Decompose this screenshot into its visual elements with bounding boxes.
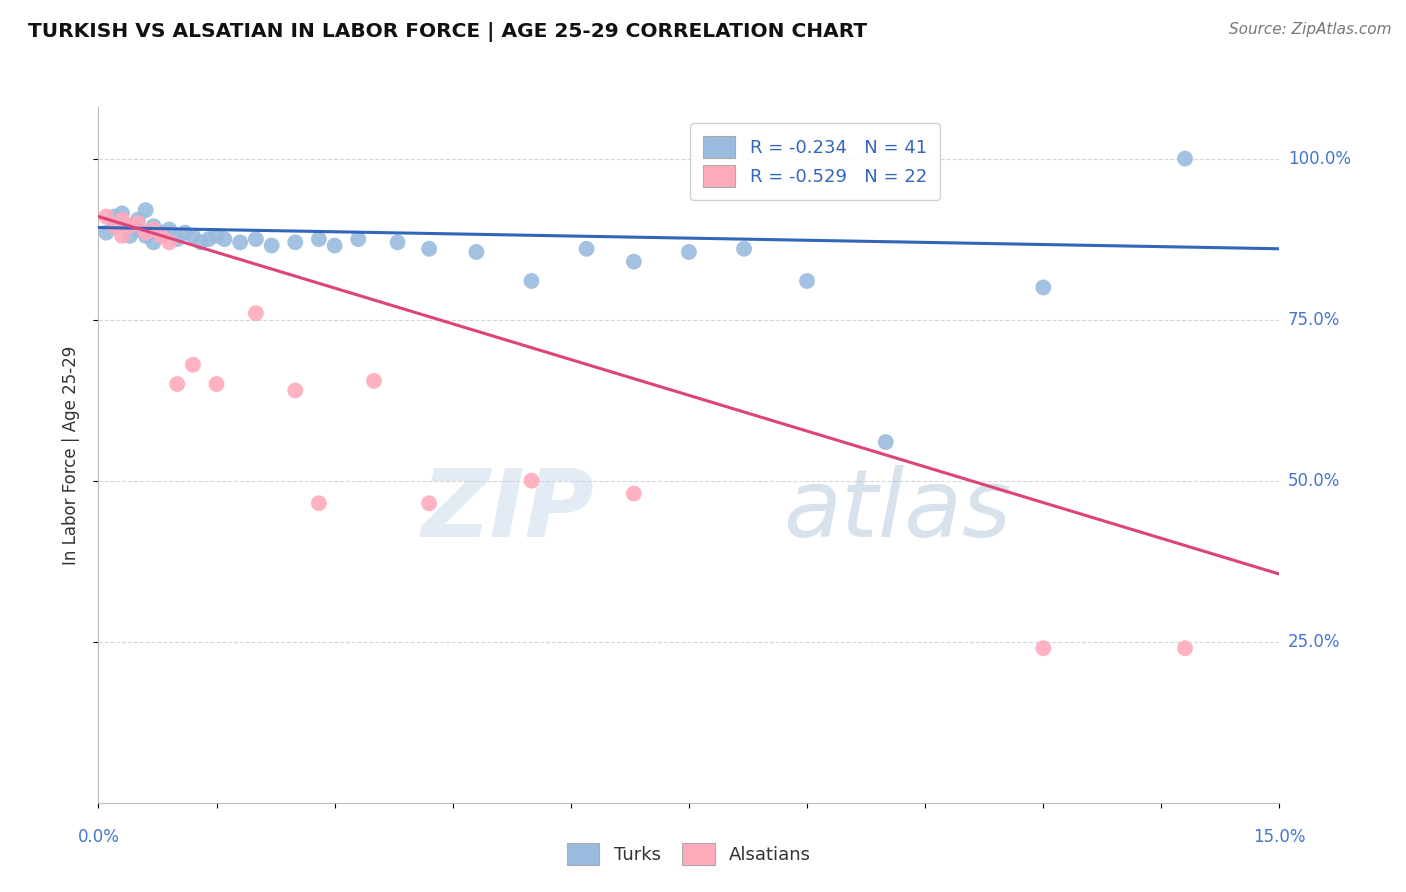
- Point: [166, 232, 188, 246]
- Point: [245, 306, 267, 320]
- Point: [135, 226, 157, 240]
- Point: [111, 212, 134, 227]
- Point: [103, 219, 125, 234]
- Point: [127, 222, 149, 236]
- Point: [308, 232, 330, 246]
- Point: [214, 232, 236, 246]
- Text: 0.0%: 0.0%: [77, 828, 120, 846]
- Point: [174, 226, 197, 240]
- Point: [520, 474, 543, 488]
- Text: 25.0%: 25.0%: [1288, 632, 1340, 651]
- Point: [418, 242, 440, 256]
- Point: [150, 228, 173, 243]
- Point: [245, 232, 267, 246]
- Point: [111, 228, 134, 243]
- Point: [229, 235, 252, 250]
- Point: [387, 235, 409, 250]
- Point: [190, 235, 212, 250]
- Point: [260, 238, 283, 252]
- Point: [465, 244, 488, 259]
- Text: 75.0%: 75.0%: [1288, 310, 1340, 328]
- Point: [103, 219, 125, 234]
- Text: Source: ZipAtlas.com: Source: ZipAtlas.com: [1229, 22, 1392, 37]
- Text: atlas: atlas: [783, 465, 1012, 556]
- Point: [166, 377, 188, 392]
- Point: [157, 235, 180, 250]
- Text: 100.0%: 100.0%: [1288, 150, 1351, 168]
- Point: [197, 232, 219, 246]
- Point: [150, 226, 173, 240]
- Point: [181, 358, 204, 372]
- Point: [284, 384, 307, 398]
- Point: [284, 235, 307, 250]
- Point: [1032, 641, 1054, 656]
- Point: [205, 377, 228, 392]
- Point: [308, 496, 330, 510]
- Point: [142, 235, 165, 250]
- Point: [796, 274, 818, 288]
- Point: [575, 242, 598, 256]
- Point: [623, 486, 645, 500]
- Point: [520, 274, 543, 288]
- Point: [135, 228, 157, 243]
- Point: [111, 216, 134, 230]
- Point: [1032, 280, 1054, 294]
- Point: [623, 254, 645, 268]
- Point: [127, 216, 149, 230]
- Point: [418, 496, 440, 510]
- Point: [1174, 152, 1197, 166]
- Point: [96, 226, 118, 240]
- Text: ZIP: ZIP: [422, 465, 595, 557]
- Point: [111, 206, 134, 220]
- Point: [118, 219, 141, 234]
- Legend: Turks, Alsatians: Turks, Alsatians: [558, 834, 820, 874]
- Point: [96, 210, 118, 224]
- Point: [118, 228, 141, 243]
- Point: [157, 222, 180, 236]
- Point: [135, 203, 157, 218]
- Point: [323, 238, 346, 252]
- Point: [733, 242, 755, 256]
- Point: [181, 228, 204, 243]
- Point: [118, 219, 141, 234]
- Point: [678, 244, 700, 259]
- Point: [127, 212, 149, 227]
- Point: [363, 374, 385, 388]
- Point: [347, 232, 370, 246]
- Point: [142, 219, 165, 234]
- Point: [103, 210, 125, 224]
- Text: 15.0%: 15.0%: [1253, 828, 1306, 846]
- Point: [142, 222, 165, 236]
- Text: 50.0%: 50.0%: [1288, 472, 1340, 490]
- Point: [1174, 641, 1197, 656]
- Text: TURKISH VS ALSATIAN IN LABOR FORCE | AGE 25-29 CORRELATION CHART: TURKISH VS ALSATIAN IN LABOR FORCE | AGE…: [28, 22, 868, 42]
- Y-axis label: In Labor Force | Age 25-29: In Labor Force | Age 25-29: [62, 345, 80, 565]
- Point: [875, 435, 897, 450]
- Point: [205, 228, 228, 243]
